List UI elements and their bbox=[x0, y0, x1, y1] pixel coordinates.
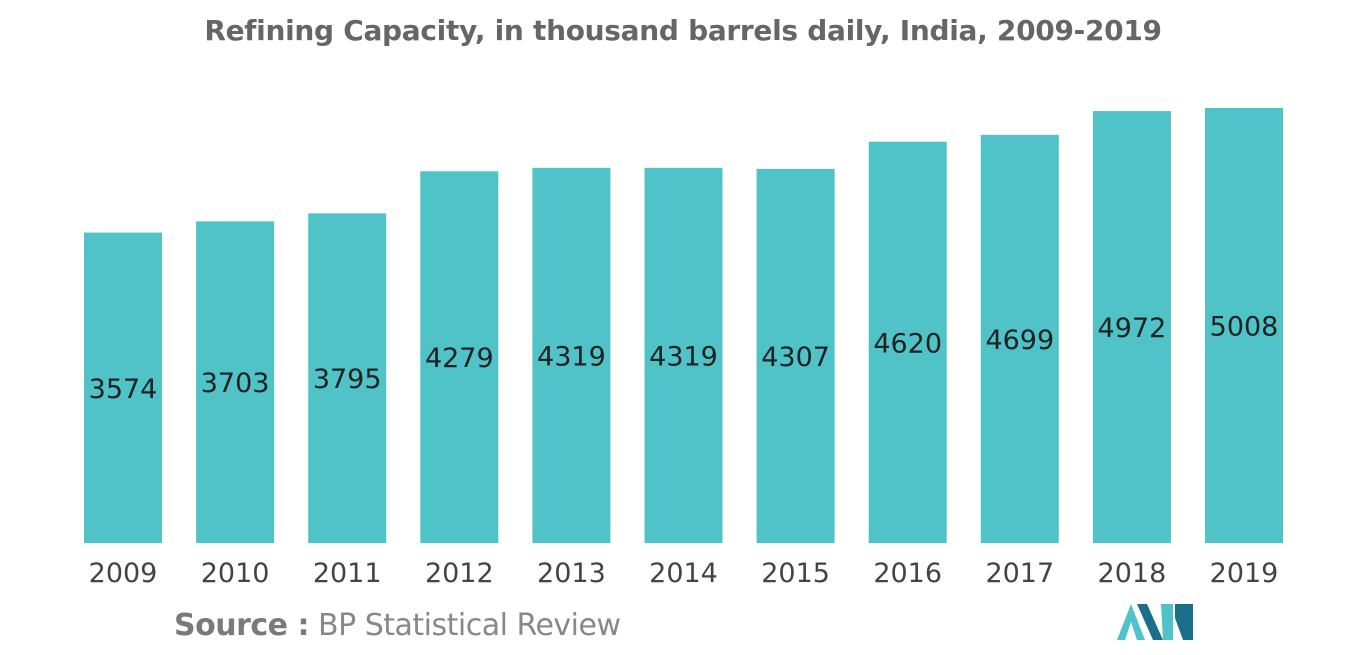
x-tick-label-2018: 2018 bbox=[1098, 558, 1167, 589]
data-label-2012: 4279 bbox=[425, 343, 494, 374]
bar-2010 bbox=[196, 221, 275, 543]
data-label-2009: 3574 bbox=[89, 374, 158, 405]
data-label-2011: 3795 bbox=[313, 364, 382, 395]
chart-title: Refining Capacity, in thousand barrels d… bbox=[204, 14, 1162, 47]
data-label-2018: 4972 bbox=[1098, 313, 1167, 344]
bar-2018 bbox=[1092, 111, 1171, 543]
x-tick-labels-group: 2009 2010 2011 2012 2013 2014 2015 2016 2017 2018… bbox=[89, 558, 1279, 589]
data-label-2017: 4699 bbox=[985, 325, 1054, 356]
x-tick-label-2017: 2017 bbox=[985, 558, 1054, 589]
bar-2011 bbox=[308, 213, 387, 543]
x-tick-label-2009: 2009 bbox=[89, 558, 158, 589]
data-label-2010: 3703 bbox=[201, 368, 270, 399]
x-tick-label-2012: 2012 bbox=[425, 558, 494, 589]
x-tick-label-2010: 2010 bbox=[201, 558, 270, 589]
logo-shape-left bbox=[1117, 604, 1145, 640]
source-text: BP Statistical Review bbox=[318, 608, 621, 643]
mordor-intelligence-logo bbox=[1117, 604, 1193, 640]
x-tick-label-2013: 2013 bbox=[537, 558, 606, 589]
data-label-2015: 4307 bbox=[761, 342, 830, 373]
bar-2016 bbox=[868, 141, 947, 543]
logo-shape-far-right bbox=[1175, 604, 1193, 640]
data-label-2016: 4620 bbox=[873, 328, 942, 359]
bar-2015 bbox=[756, 168, 835, 543]
data-label-2013: 4319 bbox=[537, 341, 606, 372]
logo-shape-right bbox=[1161, 604, 1173, 640]
bar-2019 bbox=[1205, 108, 1283, 543]
source-note: Source : BP Statistical Review bbox=[174, 608, 621, 643]
source-label: Source : bbox=[174, 608, 309, 643]
bar-2014 bbox=[644, 167, 723, 544]
bar-2009 bbox=[84, 232, 162, 543]
bar-2013 bbox=[532, 167, 611, 544]
bar-2017 bbox=[980, 134, 1059, 544]
x-tick-label-2014: 2014 bbox=[649, 558, 718, 589]
data-label-2019: 5008 bbox=[1210, 312, 1279, 343]
x-tick-label-2011: 2011 bbox=[313, 558, 382, 589]
data-label-2014: 4319 bbox=[649, 341, 718, 372]
bar-chart: 3574 3703 3795 4279 4319 4319 4307 4620 4699 4972… bbox=[84, 108, 1283, 589]
x-tick-label-2015: 2015 bbox=[761, 558, 830, 589]
value-labels-group: 3574 3703 3795 4279 4319 4319 4307 4620 4699 4972… bbox=[89, 312, 1279, 405]
x-tick-label-2016: 2016 bbox=[873, 558, 942, 589]
x-tick-label-2019: 2019 bbox=[1210, 558, 1279, 589]
logo-shape-mid bbox=[1137, 604, 1163, 640]
bar-2012 bbox=[420, 171, 499, 544]
bars-group bbox=[84, 108, 1283, 544]
